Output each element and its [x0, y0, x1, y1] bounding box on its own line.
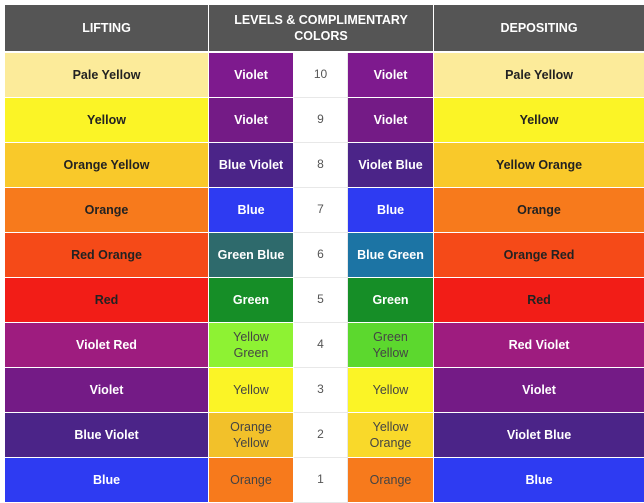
- table-row: Blue Violet Orange Yellow 2 Yellow Orange Viol…: [4, 412, 644, 458]
- depositing-complement-line1: Green: [372, 292, 409, 307]
- table-row: Pale Yellow Violet 10 Violet Pale Yellow: [4, 51, 644, 98]
- header-lifting: LIFTING: [4, 4, 209, 53]
- lifting-color: Blue: [4, 457, 209, 503]
- level-number: 8: [293, 142, 348, 188]
- depositing-color: Yellow Orange: [433, 142, 644, 188]
- depositing-complement: Violet: [346, 51, 435, 98]
- lifting-complement-line1: Violet: [234, 67, 268, 82]
- table-row: Violet Red Yellow Green 4 Green Yellow Red Vio…: [4, 322, 644, 368]
- depositing-color: Red: [433, 277, 644, 323]
- level-number: 4: [293, 322, 348, 368]
- lifting-color: Violet: [4, 367, 209, 413]
- header-row: LIFTING LEVELS & COMPLIMENTARY COLORS DE…: [4, 4, 644, 53]
- depositing-complement: Yellow Orange: [346, 412, 435, 458]
- table-row: Yellow Violet 9 Violet Yellow: [4, 97, 644, 143]
- lifting-complement-line1: Orange: [230, 419, 272, 434]
- header-levels: LEVELS & COMPLIMENTARY COLORS: [207, 4, 435, 53]
- lifting-complement: Yellow Green: [208, 322, 294, 368]
- depositing-complement-line1: Violet: [373, 112, 408, 127]
- lifting-complement: Orange Yellow: [208, 412, 294, 458]
- depositing-complement-line1: Blue Green: [357, 247, 424, 262]
- header-depositing: DEPOSITING: [433, 4, 644, 53]
- depositing-complement-line1: Violet Blue: [358, 157, 423, 172]
- lifting-complement-line1: Green Blue: [217, 247, 285, 262]
- lifting-color: Red: [4, 277, 209, 323]
- lifting-complement-line1: Green: [232, 292, 270, 307]
- level-number: 5: [293, 277, 348, 323]
- lifting-complement-line1: Violet: [234, 112, 268, 127]
- table-row: Red Green 5 Green Red: [4, 277, 644, 323]
- lifting-complement: Green Blue: [208, 232, 294, 278]
- lifting-complement-line1: Yellow: [233, 329, 269, 344]
- lifting-color: Orange Yellow: [4, 142, 209, 188]
- depositing-complement-line1: Green: [373, 329, 408, 344]
- table-row: Blue Orange 1 Orange Blue: [4, 457, 644, 503]
- lifting-complement: Blue: [208, 187, 294, 233]
- lifting-complement-line2: Green: [233, 346, 269, 360]
- depositing-complement-line1: Blue: [376, 202, 405, 217]
- lifting-complement: Green: [208, 277, 294, 323]
- lifting-color: Yellow: [4, 97, 209, 143]
- depositing-complement: Green: [346, 277, 435, 323]
- depositing-complement-line2: Orange: [369, 436, 412, 450]
- lifting-complement-line1: Blue: [237, 202, 265, 217]
- depositing-complement-line1: Yellow: [372, 419, 409, 434]
- depositing-complement: Violet Blue: [346, 142, 435, 188]
- level-number: 10: [293, 51, 348, 98]
- header-levels-line2: COLORS: [294, 29, 348, 43]
- lifting-complement: Orange: [208, 457, 294, 503]
- lifting-complement-line1: Blue Violet: [218, 157, 284, 172]
- lifting-complement: Yellow: [208, 367, 294, 413]
- depositing-color: Blue: [433, 457, 644, 503]
- lifting-complement-line1: Orange: [230, 472, 272, 487]
- lifting-color: Orange: [4, 187, 209, 233]
- depositing-color: Violet Blue: [433, 412, 644, 458]
- depositing-complement: Green Yellow: [346, 322, 435, 368]
- level-number: 6: [293, 232, 348, 278]
- level-number: 9: [293, 97, 348, 143]
- depositing-color: Pale Yellow: [433, 51, 644, 98]
- depositing-complement-line1: Violet: [373, 67, 408, 82]
- depositing-color: Violet: [433, 367, 644, 413]
- table-row: Violet Yellow 3 Yellow Violet: [4, 367, 644, 413]
- table-row: Orange Blue 7 Blue Orange: [4, 187, 644, 233]
- depositing-complement: Violet: [346, 97, 435, 143]
- lifting-color: Blue Violet: [4, 412, 209, 458]
- table-body: Pale Yellow Violet 10 Violet Pale Yellow Yell…: [4, 51, 644, 503]
- levels-table: LIFTING LEVELS & COMPLIMENTARY COLORS DE…: [4, 4, 644, 503]
- depositing-complement: Orange: [346, 457, 435, 503]
- depositing-complement-line2: Yellow: [372, 346, 409, 360]
- depositing-color: Red Violet: [433, 322, 644, 368]
- depositing-complement-line1: Yellow: [372, 382, 409, 397]
- lifting-complement-line1: Yellow: [233, 382, 269, 397]
- lifting-color: Violet Red: [4, 322, 209, 368]
- lifting-complement: Violet: [208, 97, 294, 143]
- level-number: 2: [293, 412, 348, 458]
- lifting-complement: Blue Violet: [208, 142, 294, 188]
- level-number: 3: [293, 367, 348, 413]
- header-levels-line1: LEVELS & COMPLIMENTARY: [234, 12, 408, 27]
- depositing-complement-line1: Orange: [369, 472, 412, 487]
- lifting-complement: Violet: [208, 51, 294, 98]
- depositing-complement: Blue: [346, 187, 435, 233]
- level-number: 7: [293, 187, 348, 233]
- table-row: Red Orange Green Blue 6 Blue Green Orange Re…: [4, 232, 644, 278]
- depositing-complement: Yellow: [346, 367, 435, 413]
- lifting-complement-line2: Yellow: [233, 436, 269, 450]
- level-number: 1: [293, 457, 348, 503]
- lifting-color: Red Orange: [4, 232, 209, 278]
- depositing-complement: Blue Green: [346, 232, 435, 278]
- depositing-color: Orange Red: [433, 232, 644, 278]
- table-row: Orange Yellow Blue Violet 8 Violet Blue Yell…: [4, 142, 644, 188]
- lifting-color: Pale Yellow: [4, 51, 209, 98]
- depositing-color: Yellow: [433, 97, 644, 143]
- depositing-color: Orange: [433, 187, 644, 233]
